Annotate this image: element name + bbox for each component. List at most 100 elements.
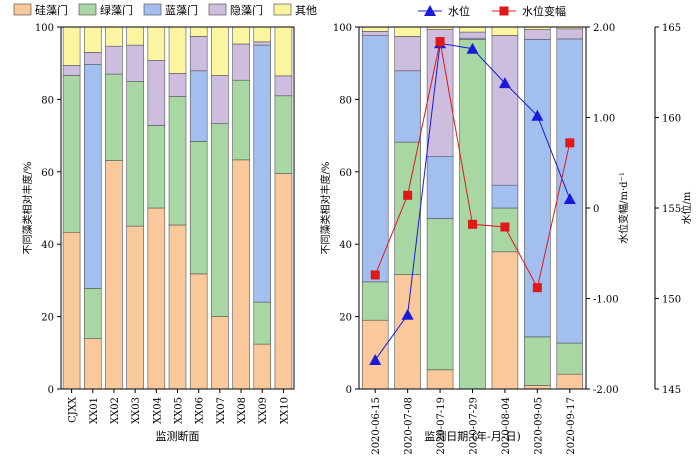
left-bar-XX01-s4 (84, 26, 102, 53)
legend-swatch-0 (13, 3, 32, 16)
legend-label-4: 其他 (295, 4, 317, 17)
left-bar-XX09-s0 (253, 343, 272, 390)
y2-axis-label: 水位变幅/m·d⁻¹ (617, 172, 630, 244)
y2-tick-label-3: 1.00 (593, 114, 615, 125)
left-bar-XX02-s3 (105, 45, 123, 75)
y2-tick-label-2: 0 (593, 204, 599, 215)
legend-line-label-0: 水位 (448, 4, 470, 18)
line-水位-point-5 (531, 109, 544, 121)
right-ytick-label-60: 60 (339, 168, 352, 179)
line-水位-point-6 (563, 192, 576, 204)
left-xtick-label-XX02: XX02 (110, 397, 121, 424)
right-bar-2020-09-17-s0 (556, 373, 584, 390)
chart-right: 0 20 40 60 80 100 2020-06-15 2020-07-08 2020-07-… (319, 4, 693, 455)
left-ytick-label-0: 0 (48, 385, 54, 396)
left-bar-XX09-s2 (253, 44, 272, 303)
left-bar-XX05-s1 (168, 96, 187, 226)
right-bar-2020-08-04-s2 (491, 184, 519, 209)
y2-tick-label-1: -1.00 (593, 295, 619, 306)
right-bar-2020-09-05-s3 (524, 29, 551, 40)
right-bar-2020-07-19-s1 (426, 218, 454, 371)
right-bar-2020-07-08-s2 (394, 70, 421, 143)
left-ytick-label-40: 40 (41, 240, 54, 251)
right-bar-2020-07-08-s4 (394, 26, 421, 37)
y3-tick-label-2: 155 (662, 204, 681, 215)
y3-tick-label-3: 160 (662, 114, 681, 125)
left-bar-XX10-s3 (274, 75, 293, 97)
right-bar-2020-09-17-s2 (556, 38, 584, 344)
line-水位变幅-point-0 (370, 270, 380, 280)
left-xtick-label-XX08: XX08 (237, 397, 248, 424)
right-bar-2020-07-19-s3 (426, 29, 454, 157)
right-xtick-label-2020-07-08: 2020-07-08 (404, 397, 415, 455)
left-bar-XX07-s4 (211, 26, 229, 76)
legend-label-2: 蓝藻门 (165, 3, 198, 17)
right-bar-2020-08-04-s4 (491, 26, 519, 36)
left-xtick-label-CJXX: CJXX (68, 396, 79, 423)
left-bar-XX08-s3 (232, 43, 250, 81)
left-bar-XX04-s3 (147, 59, 166, 126)
right-ytick-label-40: 40 (339, 240, 352, 251)
left-bar-XX03-s3 (126, 44, 144, 82)
left-bar-CJXX-s3 (62, 65, 81, 76)
left-bar-XX08-s0 (232, 159, 250, 390)
left-bar-XX09-s1 (253, 301, 272, 345)
left-bar-XX05-s0 (168, 224, 187, 390)
left-ytick-label-20: 20 (41, 313, 54, 324)
right-xtick-label-2020-06-15: 2020-06-15 (371, 397, 382, 455)
y3-axis-label: 水位/m (680, 191, 693, 224)
left-bar-XX06-s4 (189, 26, 208, 37)
line-水位变幅-point-3 (468, 219, 477, 229)
right-bar-2020-08-04-s1 (491, 207, 519, 253)
line-水位变幅-point-6 (565, 138, 575, 148)
line-水位变幅-point-4 (500, 222, 510, 232)
left-bar-CJXX-s1 (62, 75, 81, 233)
legend-label-0: 硅藻门 (35, 3, 68, 17)
legend-marker-1 (499, 6, 509, 16)
y3-tick-label-0: 145 (662, 385, 681, 396)
right-bar-2020-07-08-s1 (394, 141, 421, 275)
legend-marker-0 (424, 5, 436, 16)
right-bar-2020-09-17-s3 (556, 28, 584, 40)
right-bar-2020-09-05-s2 (524, 39, 551, 338)
y3-tick-label-4: 165 (662, 23, 681, 34)
left-bar-XX02-s4 (105, 26, 123, 47)
right-ytick-label-20: 20 (339, 313, 352, 324)
line-水位变幅-point-2 (435, 36, 445, 46)
left-yaxis-label: 不同藻类相对丰度/% (21, 162, 34, 255)
right-bar-2020-07-08-s3 (394, 36, 421, 72)
right-bar-2020-08-04-s3 (491, 35, 519, 186)
right-xtick-label-2020-08-04: 2020-08-04 (501, 397, 512, 455)
right-bar-2020-06-15-s3 (361, 31, 389, 36)
left-bar-XX04-s0 (147, 207, 166, 390)
left-bar-XX10-s4 (274, 26, 293, 77)
right-bar-2020-07-29-s1 (459, 39, 486, 390)
right-bar-2020-06-15-s4 (361, 26, 389, 32)
y2-tick-label-4: 2.00 (593, 23, 615, 34)
left-xaxis-label: 监测断面 (156, 429, 200, 443)
left-xtick-label-XX10: XX10 (279, 397, 290, 424)
line-水位-point-4 (498, 77, 511, 89)
right-bar-2020-07-29-s4 (459, 26, 486, 33)
line-水位-point-1 (401, 308, 414, 320)
left-xtick-label-XX07: XX07 (216, 397, 227, 424)
y2-tick-label-0: -2.00 (593, 385, 619, 396)
left-bar-CJXX-s4 (62, 26, 81, 66)
right-xtick-label-2020-07-19: 2020-07-19 (436, 397, 447, 455)
left-bar-XX06-s2 (189, 70, 208, 142)
left-ytick-label-80: 80 (41, 95, 54, 106)
left-bar-XX09-s4 (253, 26, 272, 43)
left-bar-XX05-s3 (168, 73, 187, 97)
line-水位变幅-point-1 (403, 190, 413, 200)
left-bar-XX09-s3 (253, 41, 272, 46)
left-xtick-label-XX03: XX03 (131, 397, 142, 424)
left-bar-XX03-s4 (126, 26, 144, 46)
left-xtick-label-XX04: XX04 (152, 397, 163, 424)
left-bar-XX04-s1 (147, 125, 166, 209)
left-bar-XX02-s0 (105, 160, 123, 390)
right-bar-2020-07-19-s0 (426, 369, 454, 390)
left-bar-XX05-s4 (168, 26, 187, 74)
right-xaxis-label: 监测日期 (年-月-日) (424, 429, 521, 443)
left-xtick-label-XX01: XX01 (89, 397, 100, 424)
